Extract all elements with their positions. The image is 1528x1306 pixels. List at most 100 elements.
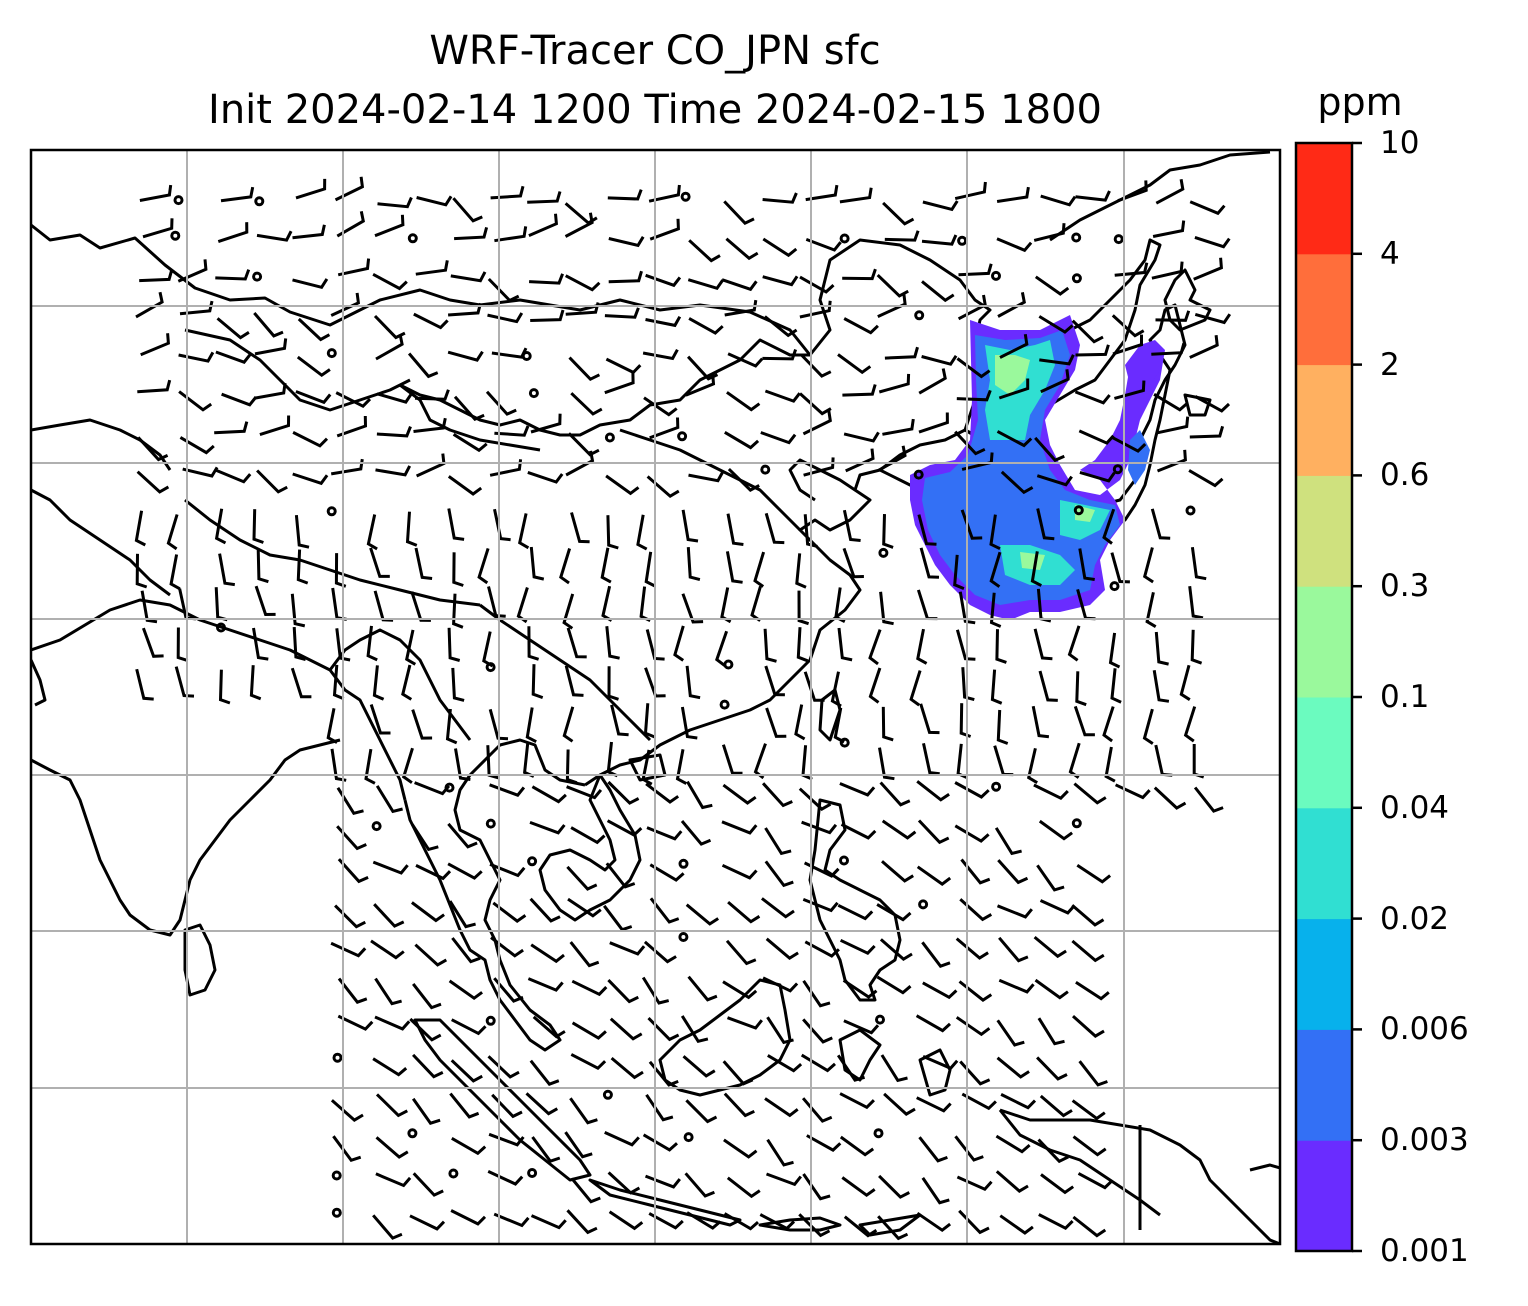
wind-barb (1071, 1099, 1106, 1121)
wind-barb (843, 1215, 878, 1238)
wind-barb (217, 222, 249, 244)
colorbar-tick-label: 10 (1380, 125, 1420, 161)
wind-barb (415, 864, 452, 881)
wind-barb (1153, 786, 1187, 810)
colorbar-swatch (1296, 807, 1352, 920)
calm-wind-marker (678, 858, 689, 869)
wind-barb (334, 904, 366, 929)
wind-barb (996, 1056, 1030, 1079)
wind-barb (1142, 708, 1154, 745)
wind-barb (1156, 449, 1187, 473)
wind-barb (528, 213, 558, 237)
wind-barb (405, 511, 418, 547)
wind-barb (876, 975, 912, 995)
wind-barb (1074, 390, 1111, 405)
wind-barb (723, 1138, 758, 1159)
wind-barb (412, 1172, 444, 1197)
wind-barb (1040, 369, 1070, 394)
wind-barb (570, 512, 590, 544)
wind-barb (140, 333, 170, 357)
wind-barb (372, 860, 409, 875)
wind-barb (141, 627, 164, 658)
wind-barb (999, 333, 1029, 359)
wind-barb (326, 708, 338, 744)
wind-barb (294, 514, 310, 549)
wind-barb (447, 822, 478, 849)
wind-barb (295, 178, 327, 200)
wind-barb (802, 410, 832, 436)
wind-barb (529, 1059, 560, 1086)
wind-barb (989, 514, 1001, 551)
wind-barb (364, 748, 376, 785)
wind-barb (955, 1016, 991, 1037)
calm-wind-marker (677, 431, 688, 442)
wind-barb (1039, 899, 1076, 915)
wind-barb (527, 470, 564, 484)
wind-barb (878, 373, 911, 394)
wind-barb (531, 785, 567, 804)
wind-barb (566, 1209, 598, 1235)
calm-wind-marker (1185, 505, 1196, 516)
wind-barb (218, 669, 231, 705)
wind-barb (1151, 261, 1184, 280)
wind-barb (336, 415, 368, 438)
wind-barb (723, 1092, 755, 1118)
calm-wind-marker (683, 1132, 694, 1143)
wind-barb (685, 1099, 718, 1124)
wind-barb (411, 709, 433, 740)
wind-barb (688, 239, 721, 263)
wind-barb (685, 665, 701, 700)
wind-barb (922, 1055, 959, 1071)
wind-barb (837, 903, 874, 921)
wind-barb (337, 977, 368, 1004)
wind-barb (564, 274, 601, 292)
wind-barb (841, 1176, 876, 1198)
wind-barb (1078, 548, 1095, 581)
calm-wind-marker (1071, 273, 1082, 284)
wind-barb (806, 1134, 842, 1152)
wind-barb (802, 979, 831, 1008)
wind-barb (645, 1093, 674, 1122)
wind-barb (877, 1215, 909, 1241)
wind-barb (451, 1137, 487, 1156)
calm-wind-marker (723, 659, 734, 670)
wind-barb (839, 1135, 875, 1157)
wind-barb (1068, 742, 1081, 779)
wind-barb (373, 314, 406, 340)
calm-wind-marker (878, 547, 889, 558)
wind-barb (922, 742, 940, 776)
wind-barb (405, 629, 417, 666)
wind-barb (686, 1211, 722, 1230)
wind-barb (410, 823, 439, 852)
wind-barb (839, 782, 876, 797)
wind-barb (374, 1015, 411, 1031)
wind-barb (956, 357, 991, 379)
wind-barb (610, 704, 629, 737)
wind-barb (492, 901, 527, 923)
wind-barb (836, 1054, 866, 1082)
wind-barb (1033, 783, 1069, 801)
wind-barb (1154, 744, 1173, 777)
wind-barb (959, 1060, 991, 1086)
wind-barb (375, 785, 403, 814)
wind-barb (221, 392, 258, 407)
wind-barb (724, 299, 758, 317)
calm-wind-marker (528, 388, 539, 399)
wind-barb (868, 667, 882, 704)
wind-barb (959, 898, 993, 922)
wind-barb (254, 338, 288, 356)
calm-wind-marker (216, 622, 226, 633)
calm-wind-marker (326, 348, 337, 359)
wind-barb (487, 1055, 520, 1079)
wind-barb (684, 1172, 715, 1198)
colorbar-swatch (1296, 143, 1352, 255)
wind-barb (876, 903, 912, 922)
wind-barb (1038, 670, 1058, 702)
wind-barb (1077, 1172, 1114, 1190)
wind-barb (134, 510, 146, 547)
wind-barb (1104, 746, 1116, 783)
wind-barb (607, 189, 643, 201)
wind-barb (135, 553, 148, 589)
wind-barb (725, 237, 759, 261)
wind-barb (881, 819, 917, 840)
